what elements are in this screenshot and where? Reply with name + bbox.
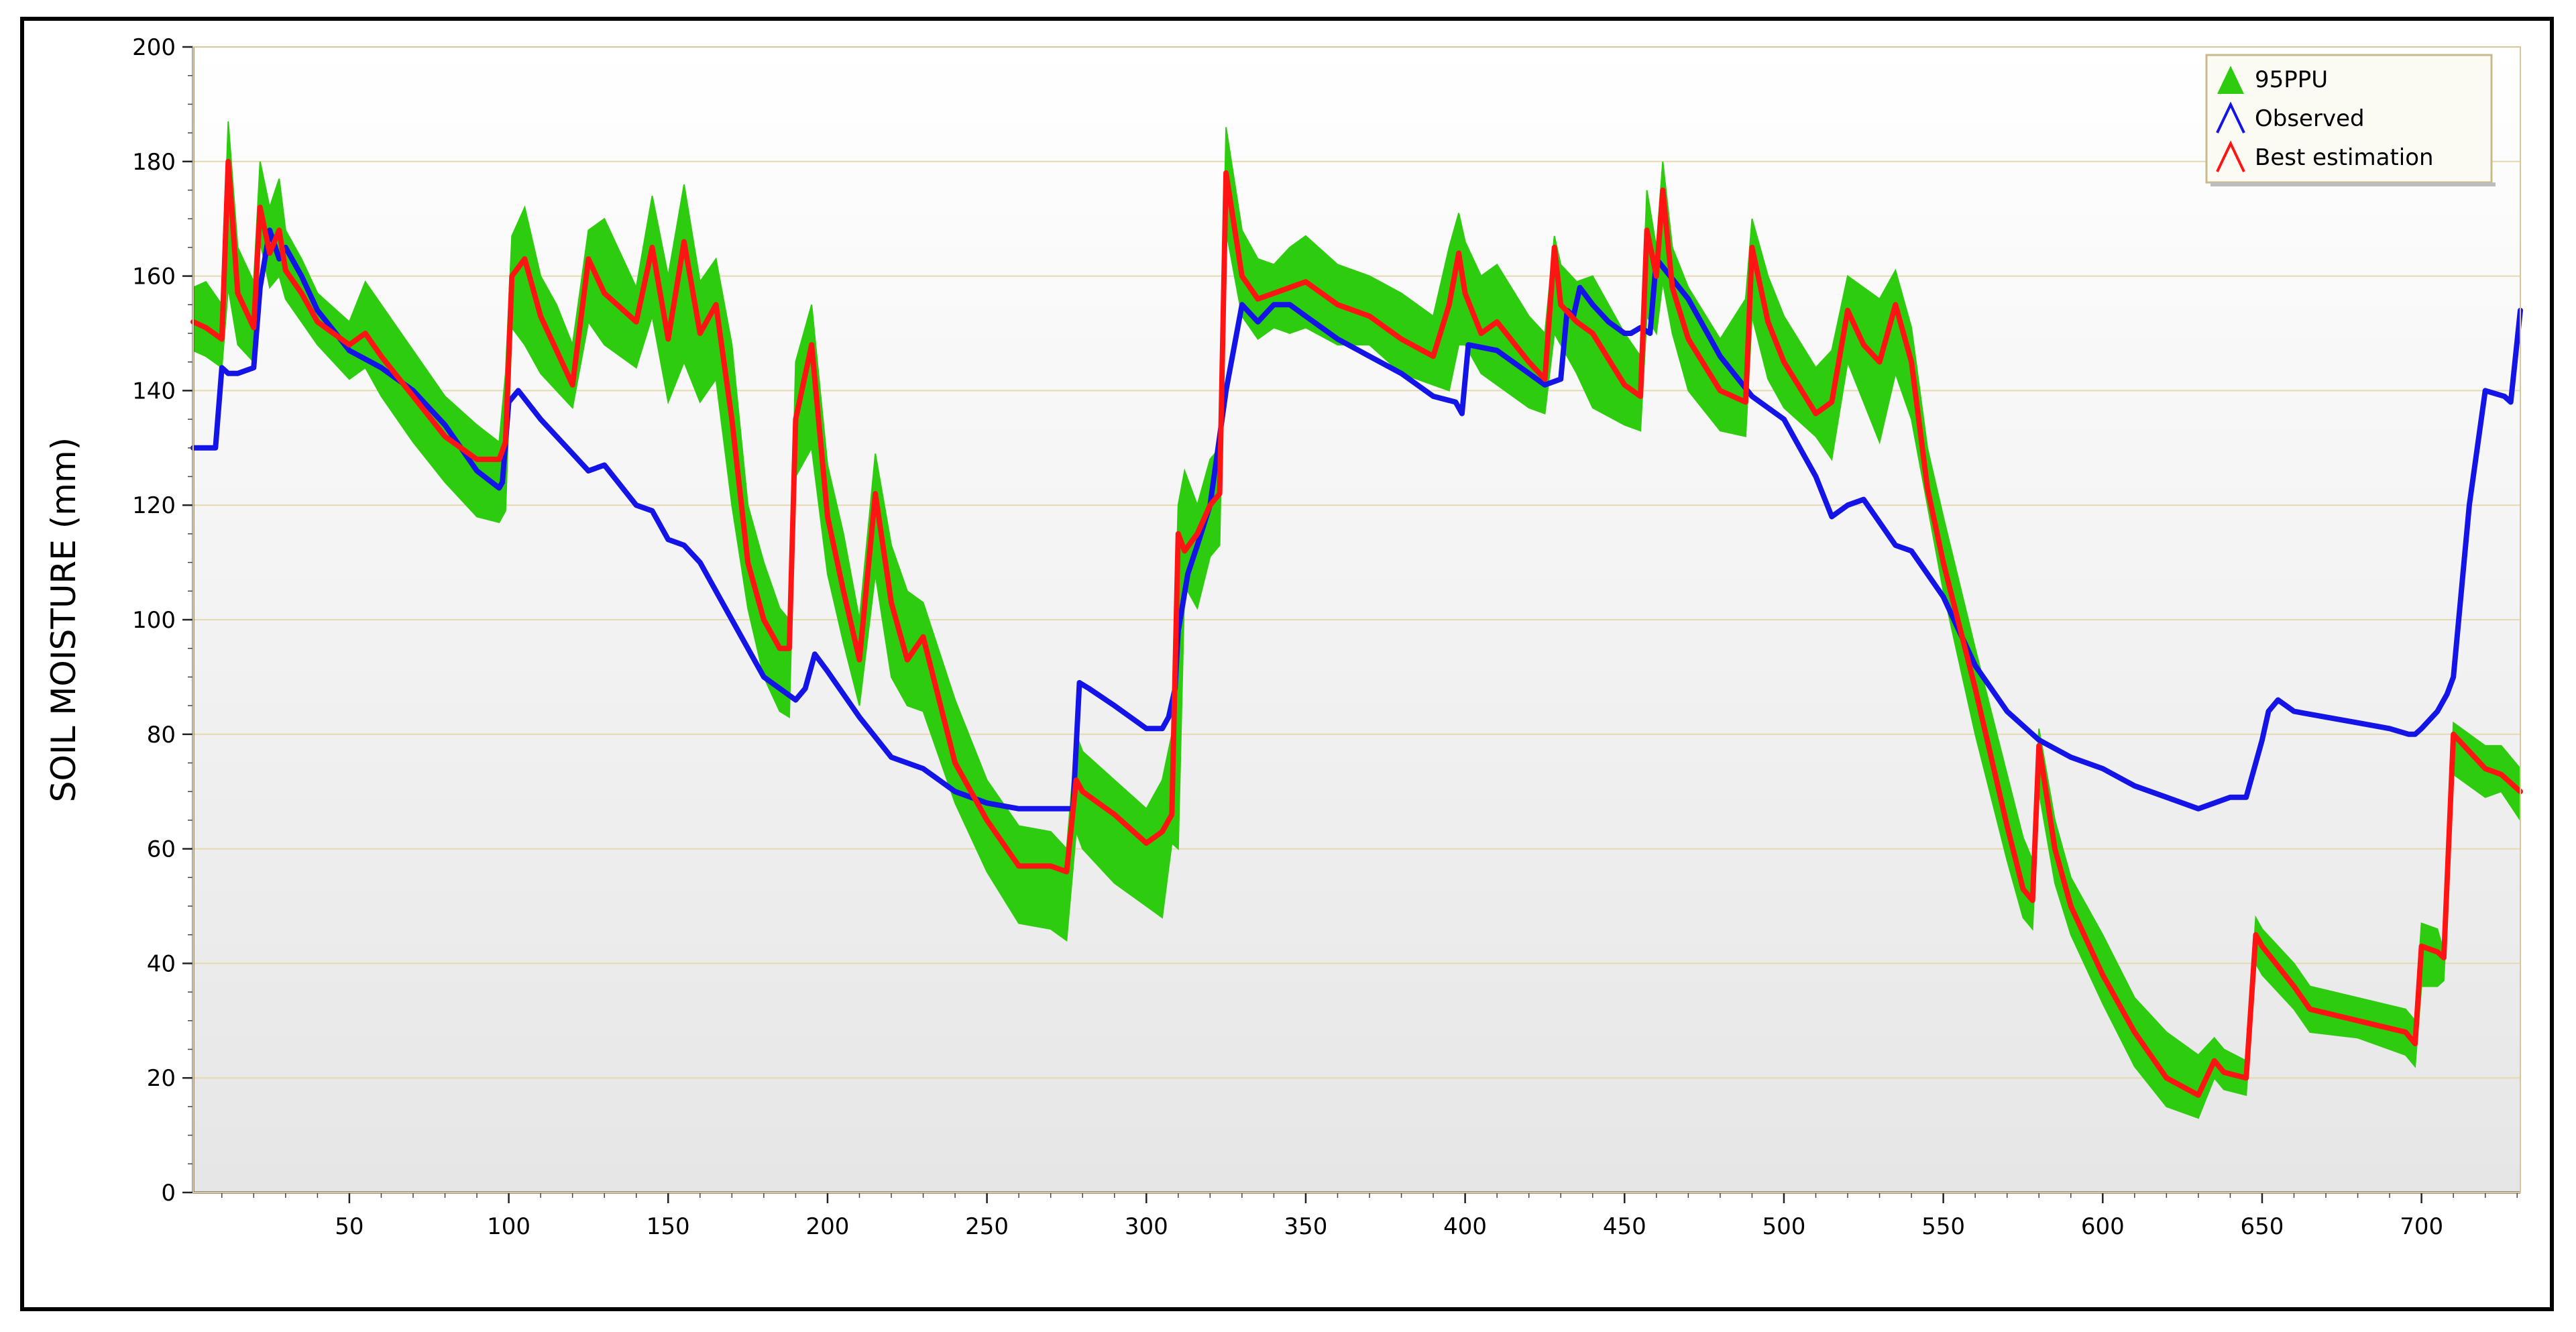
y-tick-label: 60: [147, 836, 176, 863]
x-tick-label: 500: [1762, 1213, 1806, 1240]
legend-label: Best estimation: [2255, 144, 2434, 171]
x-tick-label: 450: [1603, 1213, 1646, 1240]
y-tick-label: 140: [132, 378, 176, 404]
y-tick-label: 200: [132, 34, 176, 61]
x-tick-label: 700: [2400, 1213, 2443, 1240]
y-tick-label: 160: [132, 264, 176, 290]
y-tick-label: 40: [147, 950, 176, 977]
y-tick-label: 20: [147, 1065, 176, 1092]
x-tick-label: 200: [805, 1213, 849, 1240]
x-tick-label: 400: [1443, 1213, 1487, 1240]
x-tick-label: 600: [2081, 1213, 2125, 1240]
legend: 95PPU Observed Best estimation: [2205, 54, 2496, 186]
x-tick-label: 550: [1921, 1213, 1965, 1240]
legend-box: [2205, 54, 2493, 184]
x-tick-label: 300: [1125, 1213, 1168, 1240]
y-tick-label: 180: [132, 149, 176, 176]
legend-marker: [2216, 101, 2245, 133]
line-observed: [190, 227, 2523, 812]
legend-marker: [2216, 140, 2245, 172]
plot-border: [192, 46, 2521, 1193]
legend-shadow: [2210, 182, 2496, 186]
x-tick-label: 650: [2241, 1213, 2284, 1240]
y-axis-title: SOIL MOISTURE (mm): [44, 437, 83, 802]
y-tick-label: 0: [161, 1180, 176, 1207]
x-tick-label: 50: [335, 1213, 363, 1240]
axes: 0 20 40 60 80 100 120 140 160 180 200 50 100 150 200 25…: [132, 34, 2521, 1240]
legend-marker-95ppu: [2217, 66, 2244, 94]
x-tick-label: 100: [487, 1213, 530, 1240]
x-tick-label: 150: [647, 1213, 690, 1240]
y-tick-label: 100: [132, 607, 176, 634]
line-layer: [190, 158, 2523, 1098]
line-best-estimation: [190, 158, 2523, 1098]
y-tick-label: 80: [147, 722, 176, 748]
x-tick-label: 350: [1284, 1213, 1327, 1240]
legend-label: 95PPU: [2255, 66, 2328, 93]
legend-label: Observed: [2255, 105, 2365, 132]
y-tick-label: 120: [132, 492, 176, 519]
x-tick-label: 250: [965, 1213, 1009, 1240]
